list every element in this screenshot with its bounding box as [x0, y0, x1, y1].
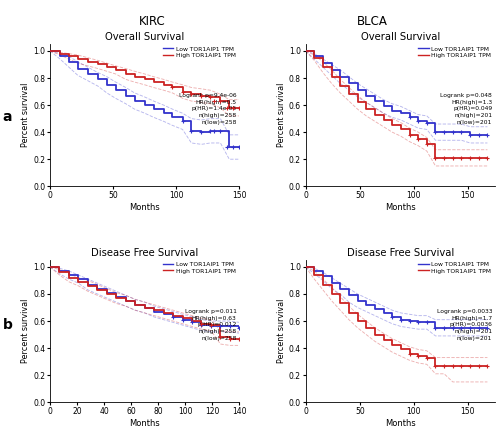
X-axis label: Months: Months [385, 419, 416, 428]
Legend: Low TOR1AIP1 TPM, High TOR1AIP1 TPM: Low TOR1AIP1 TPM, High TOR1AIP1 TPM [418, 262, 492, 274]
Legend: Low TOR1AIP1 TPM, High TOR1AIP1 TPM: Low TOR1AIP1 TPM, High TOR1AIP1 TPM [162, 262, 236, 274]
Title: Overall Survival: Overall Survival [105, 32, 184, 42]
Text: BLCA: BLCA [357, 15, 388, 28]
Text: Logrank p=0.048
HR(high)=1.3
p(HR)=0.049
n(high)=201
n(low)=201: Logrank p=0.048 HR(high)=1.3 p(HR)=0.049… [440, 93, 492, 125]
X-axis label: Months: Months [385, 203, 416, 212]
Legend: Low TOR1AIP1 TPM, High TOR1AIP1 TPM: Low TOR1AIP1 TPM, High TOR1AIP1 TPM [418, 46, 492, 58]
Text: Logrank p=9.4e-06
HR(high)=0.5
p(HR)=1.4e-05
n(high)=258
n(low)=258: Logrank p=9.4e-06 HR(high)=0.5 p(HR)=1.4… [179, 93, 236, 125]
X-axis label: Months: Months [130, 419, 160, 428]
Title: Disease Free Survival: Disease Free Survival [346, 248, 454, 258]
Text: KIRC: KIRC [139, 15, 166, 28]
Text: Logrank p=0.0033
HR(high)=1.7
p(HR)=0.0036
n(high)=201
n(low)=201: Logrank p=0.0033 HR(high)=1.7 p(HR)=0.00… [436, 309, 492, 341]
Y-axis label: Percent survival: Percent survival [21, 83, 30, 148]
Y-axis label: Percent survival: Percent survival [21, 299, 30, 363]
X-axis label: Months: Months [130, 203, 160, 212]
Text: Logrank p=0.011
HR(high)=0.63
p(HR)=0.012
n(high)=258
n(low)=258: Logrank p=0.011 HR(high)=0.63 p(HR)=0.01… [184, 309, 236, 341]
Text: b: b [2, 318, 12, 332]
Y-axis label: Percent survival: Percent survival [277, 83, 286, 148]
Text: a: a [2, 110, 12, 124]
Title: Overall Survival: Overall Survival [360, 32, 440, 42]
Legend: Low TOR1AIP1 TPM, High TOR1AIP1 TPM: Low TOR1AIP1 TPM, High TOR1AIP1 TPM [162, 46, 236, 58]
Title: Disease Free Survival: Disease Free Survival [91, 248, 198, 258]
Y-axis label: Percent survival: Percent survival [277, 299, 286, 363]
